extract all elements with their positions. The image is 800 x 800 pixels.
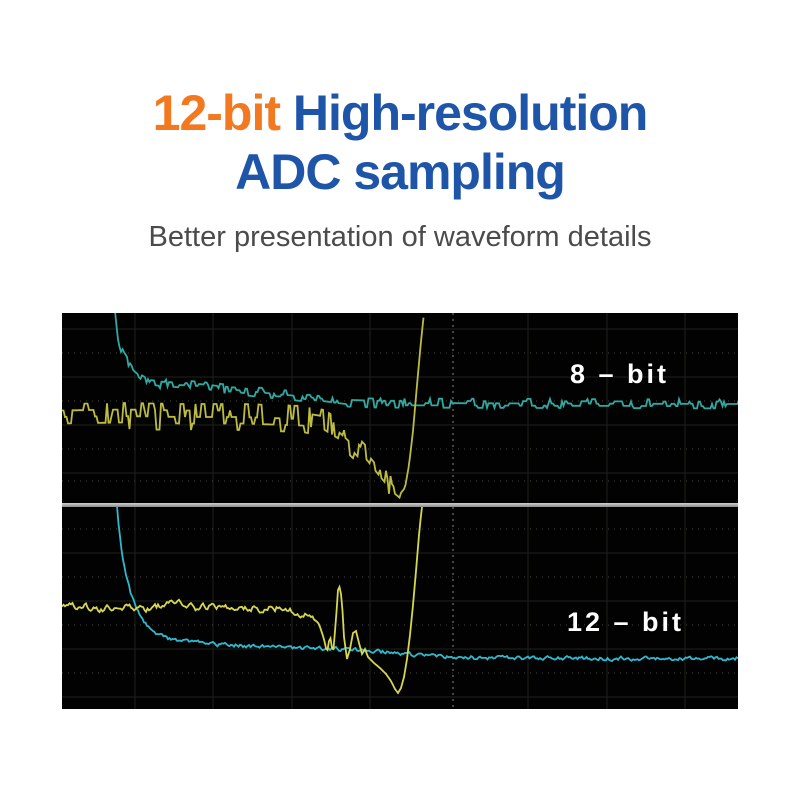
page-title: 12-bit High-resolution ADC sampling [0, 84, 800, 202]
title-rest: High-resolution [280, 85, 648, 141]
scope-label-8bit: 8 – bit [570, 359, 670, 389]
title-line2: ADC sampling [235, 144, 566, 200]
waveform-plot-12bit [62, 507, 738, 709]
scope-label-12bit: 12 – bit [567, 607, 685, 637]
waveform-plot-8bit [62, 313, 738, 503]
oscilloscope-screenshot: 8 – bit 12 – bit [62, 313, 738, 709]
scope-panel-8bit: 8 – bit [62, 313, 738, 503]
panel-divider [62, 503, 738, 507]
scope-panel-12bit: 12 – bit [62, 507, 738, 709]
title-accent: 12-bit [152, 85, 281, 141]
page-subtitle: Better presentation of waveform details [148, 221, 652, 253]
